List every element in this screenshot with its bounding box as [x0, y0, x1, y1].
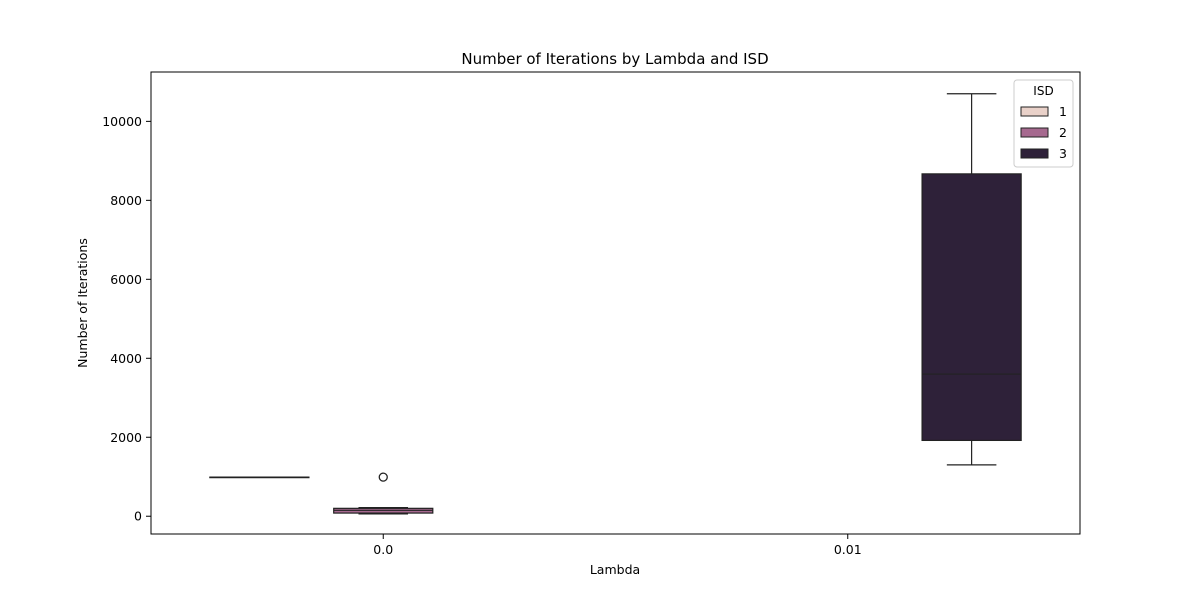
- legend-swatch-3: [1020, 148, 1049, 159]
- box-series-3: [921, 173, 1022, 442]
- legend: ISD 1 2 3: [1013, 79, 1074, 168]
- y-axis-label: Number of Iterations: [75, 238, 90, 368]
- x-tick-label: 0.0: [373, 542, 393, 557]
- legend-label-1: 1: [1059, 104, 1067, 119]
- legend-swatch-1: [1020, 106, 1049, 117]
- y-tick-label: 4000: [110, 351, 142, 366]
- plot-frame: [150, 71, 1081, 535]
- y-tick-label: 10000: [102, 114, 142, 129]
- legend-swatch-2: [1020, 127, 1049, 138]
- legend-title: ISD: [1033, 84, 1053, 98]
- y-tick-label: 2000: [110, 430, 142, 445]
- x-axis-label: Lambda: [590, 562, 640, 577]
- plot-area: 0 2000 4000 6000 8000 10000 0.0 0.01: [102, 71, 1081, 557]
- x-tick-label: 0.01: [834, 542, 862, 557]
- chart-title: Number of Iterations by Lambda and ISD: [461, 50, 768, 68]
- outlier-point: [378, 472, 388, 482]
- y-tick-label: 8000: [110, 193, 142, 208]
- legend-frame: [1013, 79, 1074, 168]
- y-tick-label: 6000: [110, 272, 142, 287]
- legend-label-2: 2: [1059, 125, 1067, 140]
- y-tick-label: 0: [134, 509, 142, 524]
- legend-label-3: 3: [1059, 146, 1067, 161]
